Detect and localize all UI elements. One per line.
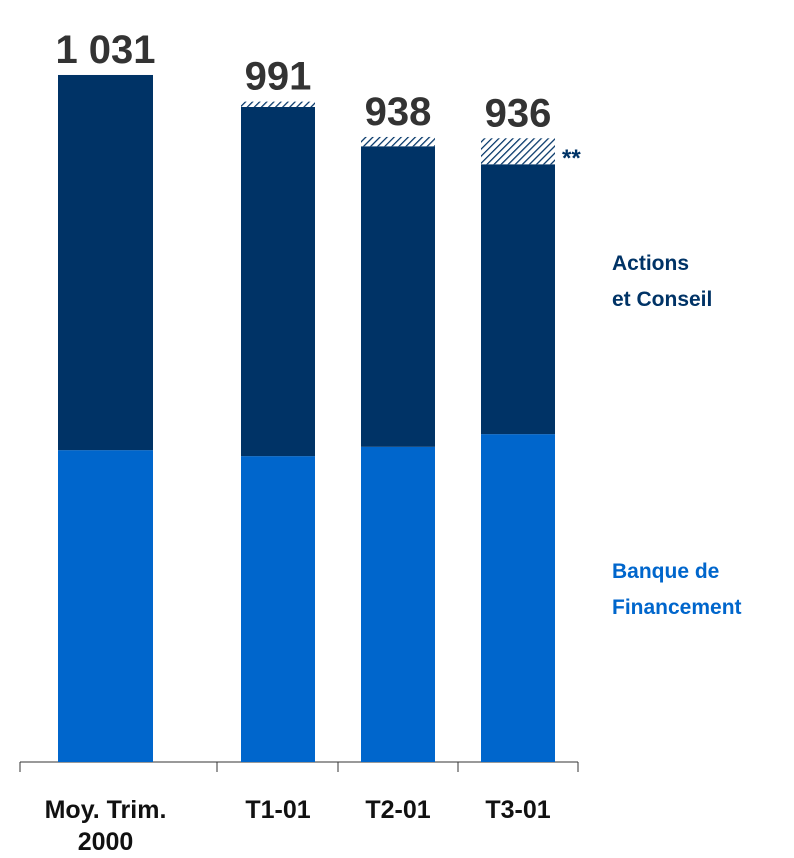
total-label: 938 bbox=[365, 90, 432, 134]
x-tick-label: T2-01 bbox=[365, 796, 430, 824]
total-label: 936 bbox=[485, 91, 552, 135]
x-tick-label: Moy. Trim. 2000 bbox=[45, 796, 167, 856]
total-label: 1 031 bbox=[55, 28, 155, 72]
bar-segment bbox=[241, 106, 315, 457]
x-tick-label: T1-01 bbox=[245, 796, 310, 824]
x-tick-label: T3-01 bbox=[485, 796, 550, 824]
bar-segment bbox=[481, 434, 555, 762]
total-label: 991 bbox=[245, 55, 312, 99]
bar-segment bbox=[481, 164, 555, 435]
bar-segment bbox=[241, 101, 315, 107]
legend-label: ** bbox=[562, 145, 581, 172]
bar-segment bbox=[241, 456, 315, 762]
bar-segment bbox=[481, 138, 555, 165]
legend-label: Actions et Conseil bbox=[612, 252, 712, 311]
bar-segment bbox=[361, 136, 435, 147]
bar-segment bbox=[58, 450, 153, 762]
bar-segment bbox=[361, 146, 435, 447]
legend-label: Banque de Financement bbox=[612, 560, 742, 619]
bar-segment bbox=[58, 74, 153, 451]
bar-segment bbox=[361, 446, 435, 762]
